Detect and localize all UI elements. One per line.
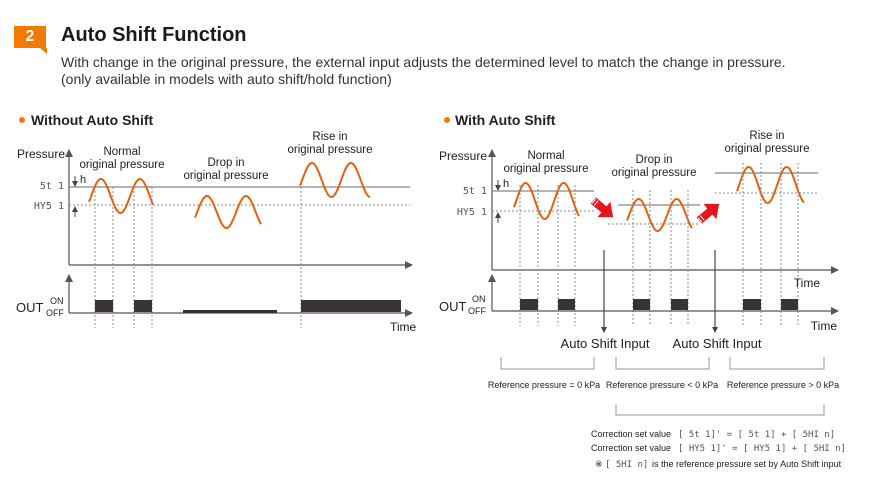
normal-pressure-wave [88, 178, 154, 215]
rise-label-line1: Rise in [312, 131, 347, 143]
formula-1-prefix: Correction set value [591, 429, 671, 439]
off-label: OFF [468, 306, 486, 316]
out-pulse [95, 300, 113, 312]
out-pulse [633, 299, 650, 310]
bracket-greater [729, 357, 825, 370]
note-text: is the reference pressure set by Auto Sh… [652, 459, 842, 469]
normal-label-line1: Normal [103, 146, 140, 158]
off-label: OFF [46, 308, 64, 318]
time-label: Time [390, 320, 417, 334]
note-mark: ※ [595, 459, 603, 469]
on-label: ON [50, 296, 64, 306]
time-label-bottom: Time [811, 319, 838, 333]
out-pulse [134, 300, 152, 312]
right-heading: With Auto Shift [455, 112, 556, 128]
description-line-1: With change in the original pressure, th… [61, 54, 786, 70]
auto-shift-input-label: Auto Shift Input [561, 336, 650, 351]
pressure-axis-label: Pressure [17, 147, 65, 161]
out-label: OUT [16, 300, 44, 315]
drop-label-line2: original pressure [611, 167, 696, 179]
section-title: Auto Shift Function [61, 24, 247, 46]
ref-equal-label: Reference pressure = 0 kPa [488, 380, 600, 390]
badge-tail [40, 48, 47, 54]
drop-label-line1: Drop in [635, 154, 672, 166]
out-pulse [558, 299, 575, 310]
left-heading: Without Auto Shift [31, 112, 154, 128]
rise-label-line2: original pressure [724, 143, 809, 155]
rise-pressure-wave [299, 162, 371, 199]
shift-down-arrow-icon [590, 197, 614, 218]
section-description: With change in the original pressure, th… [61, 54, 861, 88]
auto-shift-input-label: Auto Shift Input [673, 336, 762, 351]
out-pulse [743, 299, 761, 310]
bullet-icon [19, 117, 25, 123]
formula-2-prefix: Correction set value [591, 443, 671, 453]
bracket-correction [615, 404, 825, 416]
hys-label: HY5 1 [34, 201, 64, 212]
on-label: ON [472, 294, 486, 304]
out-pulse [520, 299, 538, 310]
drop-label-line1: Drop in [207, 157, 244, 169]
set-label: 5t 1 [463, 186, 487, 197]
hys-label: HY5 1 [457, 207, 487, 218]
normal-label-line1: Normal [527, 150, 564, 162]
set-label: 5t 1 [40, 181, 64, 192]
drop-pressure-wave [194, 195, 262, 229]
out-on-bar [301, 300, 401, 312]
section-number-badge: 2 [14, 26, 46, 48]
out-pulse [671, 299, 688, 310]
bracket-less [615, 357, 710, 370]
time-label-top: Time [794, 276, 821, 290]
out-pulse [781, 299, 798, 310]
drop-label-line2: original pressure [183, 170, 268, 182]
normal-pressure-wave [513, 182, 580, 220]
shift-up-arrow-icon [696, 203, 720, 224]
description-line-2: (only available in models with auto shif… [61, 71, 392, 87]
normal-label-line2: original pressure [79, 159, 164, 171]
h-label: h [80, 174, 86, 186]
drop-pressure-wave [626, 198, 693, 232]
rise-label-line2: original pressure [287, 144, 372, 156]
out-label: OUT [439, 299, 467, 314]
right-panel: With Auto Shift Pressure 5t 1 HY5 1 h No… [439, 112, 846, 470]
rise-label-line1: Rise in [749, 130, 784, 142]
bullet-icon [444, 117, 450, 123]
formula-2: [ HY5 1]' = [ HY5 1] + [ 5HI n] [678, 444, 846, 454]
pressure-axis-label: Pressure [439, 149, 487, 163]
normal-label-line2: original pressure [503, 163, 588, 175]
formula-1: [ 5t 1]' = [ 5t 1] + [ 5HI n] [678, 430, 835, 440]
out-off-bar [183, 310, 277, 313]
bracket-equal [500, 357, 595, 370]
note-code: [ 5HI n] [605, 460, 648, 470]
h-label: h [503, 178, 509, 190]
ref-less-label: Reference pressure < 0 kPa [606, 380, 718, 390]
ref-greater-label: Reference pressure > 0 kPa [727, 380, 839, 390]
rise-pressure-wave [736, 165, 805, 205]
left-panel: Without Auto Shift Pressure 5t 1 HY5 1 h… [16, 112, 417, 334]
